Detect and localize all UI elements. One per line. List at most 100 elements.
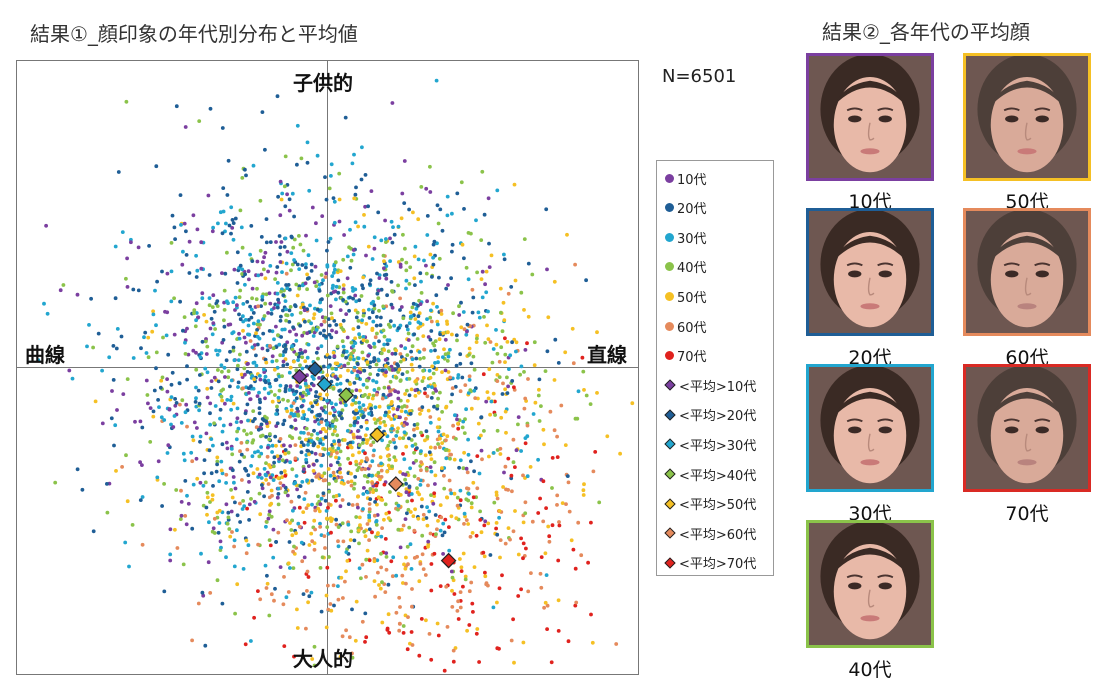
scatter-point: [495, 532, 500, 537]
scatter-point: [407, 282, 412, 286]
scatter-point: [382, 342, 387, 347]
scatter-point: [346, 456, 350, 461]
scatter-point: [379, 351, 384, 356]
scatter-point: [401, 357, 406, 362]
scatter-point: [306, 449, 311, 453]
scatter-point: [421, 356, 426, 360]
scatter-point: [314, 458, 319, 463]
scatter-point: [614, 642, 619, 646]
scatter-point: [359, 425, 364, 429]
scatter-point: [268, 432, 272, 436]
scatter-point: [257, 390, 261, 395]
scatter-point: [341, 283, 346, 287]
scatter-point: [194, 350, 198, 355]
scatter-point: [354, 388, 359, 392]
scatter-point: [340, 416, 344, 421]
scatter-point: [397, 595, 402, 600]
scatter-point: [349, 258, 354, 263]
scatter-point: [320, 474, 325, 478]
scatter-point: [465, 628, 469, 633]
legend-diamond-icon: [664, 409, 676, 421]
scatter-point: [416, 320, 421, 324]
scatter-point: [334, 455, 338, 460]
scatter-point: [236, 380, 241, 385]
scatter-point: [407, 484, 412, 489]
scatter-point: [169, 422, 173, 427]
scatter-point: [263, 472, 268, 477]
scatter-point: [318, 525, 323, 529]
scatter-point: [498, 555, 502, 560]
scatter-point: [401, 316, 406, 321]
legend-label: 60代: [677, 320, 707, 336]
scatter-point: [503, 360, 507, 364]
scatter-point: [194, 456, 199, 461]
scatter-point: [273, 393, 277, 397]
scatter-point: [303, 349, 308, 354]
scatter-point: [320, 297, 324, 302]
scatter-point: [212, 309, 217, 314]
scatter-point: [197, 119, 202, 123]
scatter-point: [244, 173, 248, 178]
scatter-point: [230, 468, 235, 473]
scatter-point: [436, 396, 440, 401]
scatter-point: [424, 186, 429, 191]
scatter-point: [415, 446, 419, 450]
scatter-point: [266, 482, 271, 486]
scatter-point: [354, 515, 359, 519]
scatter-point: [212, 421, 217, 426]
scatter-point: [399, 216, 404, 221]
scatter-point: [209, 437, 214, 441]
scatter-point: [412, 423, 417, 427]
scatter-point: [289, 528, 294, 532]
scatter-point: [318, 430, 323, 434]
scatter-point: [329, 530, 333, 535]
face-label: 50代: [1005, 191, 1049, 213]
scatter-point: [385, 469, 390, 474]
scatter-point: [306, 342, 311, 347]
scatter-point: [435, 621, 440, 626]
scatter-point: [516, 422, 520, 427]
scatter-point: [313, 264, 318, 269]
scatter-point: [357, 443, 362, 448]
scatter-point: [382, 259, 386, 264]
scatter-point: [240, 267, 245, 272]
scatter-point: [424, 263, 428, 268]
scatter-point: [361, 308, 366, 313]
scatter-point: [290, 344, 294, 349]
scatter-point: [256, 449, 260, 454]
scatter-point: [67, 368, 72, 373]
scatter-point: [245, 490, 250, 494]
scatter-point: [480, 295, 485, 300]
scatter-point: [419, 460, 423, 464]
scatter-point: [324, 429, 328, 434]
scatter-point: [223, 401, 227, 406]
scatter-point: [525, 341, 529, 346]
scatter-point: [429, 329, 434, 333]
scatter-point: [335, 460, 340, 465]
scatter-point: [424, 516, 429, 520]
scatter-point: [276, 492, 281, 496]
scatter-point: [429, 493, 433, 497]
scatter-point: [483, 574, 488, 579]
scatter-point: [295, 293, 300, 298]
scatter-point: [237, 295, 242, 300]
scatter-point: [412, 332, 417, 337]
scatter-point: [471, 610, 475, 614]
scatter-point: [365, 522, 370, 526]
scatter-point: [203, 480, 208, 485]
scatter-point: [421, 512, 426, 517]
scatter-point: [461, 466, 466, 471]
scatter-point: [389, 280, 394, 284]
scatter-point: [146, 355, 151, 360]
scatter-point: [386, 516, 391, 520]
scatter-point: [303, 490, 308, 495]
scatter-point: [390, 464, 394, 469]
scatter-point: [463, 577, 468, 582]
scatter-point: [113, 423, 118, 428]
scatter-point: [218, 539, 223, 544]
scatter-point: [244, 551, 249, 556]
scatter-point: [289, 251, 294, 256]
scatter-point: [405, 647, 410, 652]
scatter-point: [372, 417, 377, 421]
scatter-point: [371, 490, 375, 494]
